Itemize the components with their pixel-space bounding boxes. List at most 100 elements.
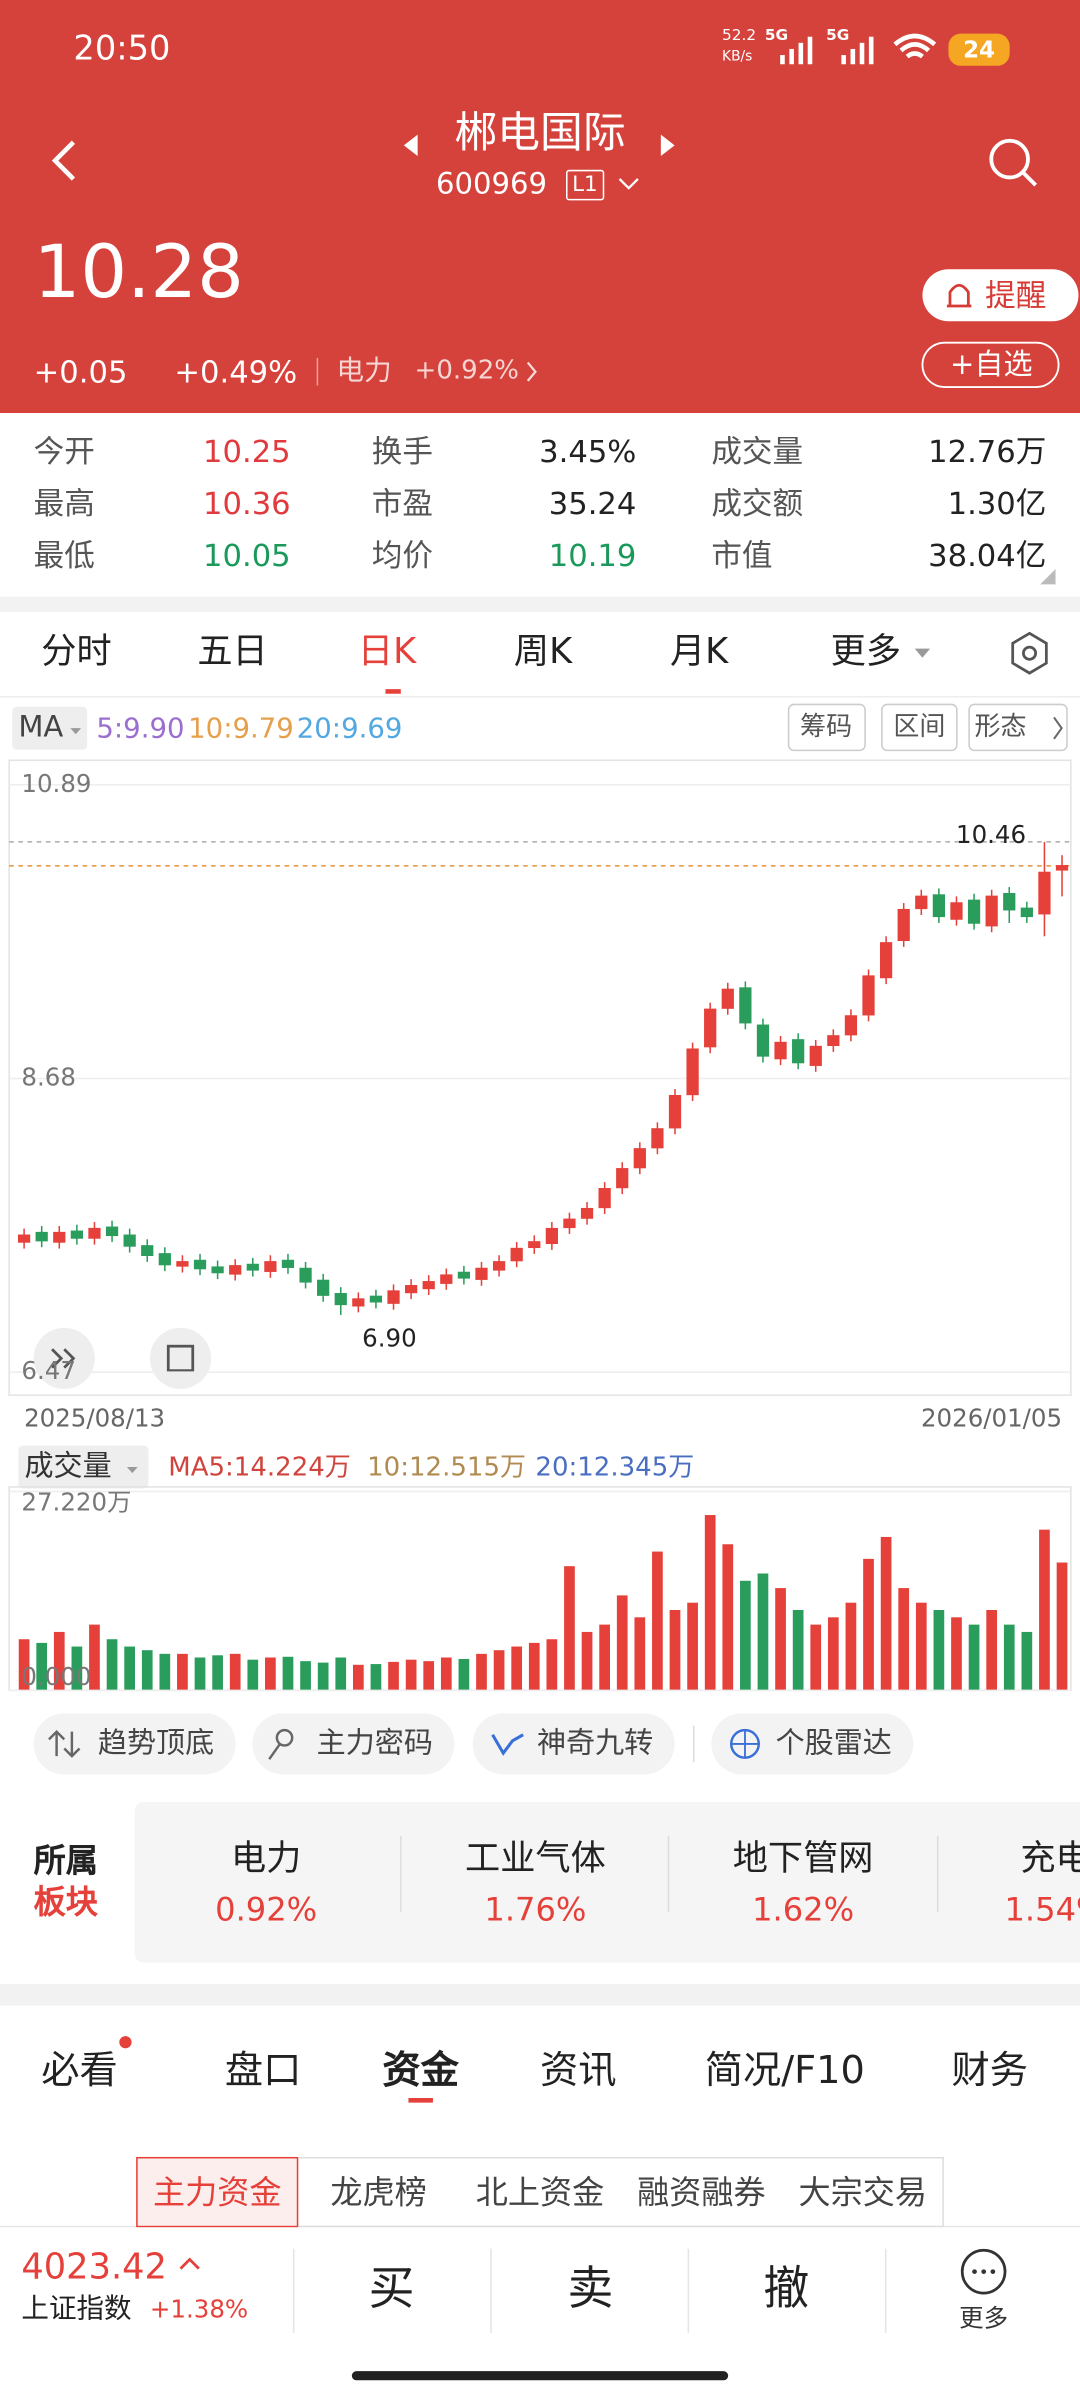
candle-body xyxy=(510,1247,523,1262)
content-tab[interactable]: 财务 xyxy=(951,2047,1029,2092)
stat-label: 均价 xyxy=(371,536,433,574)
sub-tab[interactable]: 龙虎榜 xyxy=(330,2174,427,2212)
content-tab[interactable]: 资讯 xyxy=(539,2047,617,2092)
collapse-button[interactable] xyxy=(33,1327,95,1390)
chart-tab[interactable]: 周K xyxy=(513,632,573,673)
chart-tab[interactable]: 更多 xyxy=(830,632,902,673)
volume-bar xyxy=(687,1602,698,1691)
volume-selector[interactable] xyxy=(18,1445,149,1489)
sector-name[interactable]: 电力 xyxy=(230,1839,302,1880)
stock-code: 600969 xyxy=(435,167,547,202)
sub-tab[interactable]: 大宗交易 xyxy=(798,2174,928,2212)
candle-body xyxy=(246,1263,259,1271)
tool-label[interactable]: 趋势顶底 xyxy=(97,1726,215,1760)
key-icon xyxy=(275,1728,294,1747)
chart-tool[interactable]: 形态 xyxy=(974,712,1027,743)
tool-button[interactable] xyxy=(881,703,958,752)
sector-name[interactable]: 工业气体 xyxy=(465,1839,606,1880)
candle-body xyxy=(862,975,875,1016)
volume-bar xyxy=(599,1624,610,1691)
candle-body xyxy=(299,1267,312,1283)
stat-value: 10.36 xyxy=(203,484,291,522)
candle-body xyxy=(580,1207,594,1219)
content-tab[interactable]: 必看 xyxy=(41,2047,118,2092)
sector-name[interactable]: 充电 xyxy=(1020,1839,1080,1880)
content-tab[interactable]: 盘口 xyxy=(224,2047,302,2092)
chart-tab[interactable]: 五日 xyxy=(197,632,268,673)
sub-tab[interactable]: 主力资金 xyxy=(152,2174,282,2212)
tool-label[interactable]: 主力密码 xyxy=(316,1726,433,1760)
fullscreen-button[interactable] xyxy=(149,1327,212,1390)
candle-body xyxy=(774,1041,787,1060)
sub-tab[interactable]: 北上资金 xyxy=(475,2174,605,2212)
chart-tool[interactable]: 区间 xyxy=(893,712,946,743)
stat-value: 3.45% xyxy=(539,432,637,470)
sub-tab[interactable]: 融资融券 xyxy=(637,2174,766,2212)
cancel-button[interactable]: 撤 xyxy=(763,2262,810,2317)
sub-tab-active[interactable] xyxy=(136,2156,299,2228)
watchlist-pill[interactable] xyxy=(921,341,1060,388)
min-label: 6.90 xyxy=(362,1324,416,1353)
watchlist-button[interactable]: +自选 xyxy=(950,348,1033,382)
ma-label[interactable]: MA xyxy=(18,710,64,745)
candle-body xyxy=(967,899,981,924)
tool-label[interactable]: 神奇九转 xyxy=(536,1726,654,1760)
candle-body xyxy=(844,1015,858,1036)
tool-pill[interactable] xyxy=(472,1713,675,1775)
candle-body xyxy=(704,1008,717,1048)
separator xyxy=(0,596,1080,612)
tool-pill[interactable] xyxy=(252,1713,455,1775)
content-tab[interactable]: 资金 xyxy=(382,2047,459,2092)
chart-tab[interactable]: 分时 xyxy=(41,632,112,673)
candle-body xyxy=(193,1259,207,1270)
sell-button[interactable]: 卖 xyxy=(567,2262,614,2317)
volume-bar xyxy=(528,1642,540,1691)
y-tick-label: 0.000 xyxy=(21,1662,91,1691)
signal-label: 5G xyxy=(826,27,850,45)
sector-name[interactable]: 地下管网 xyxy=(732,1839,874,1880)
volume-bar xyxy=(915,1602,927,1691)
chart-tab[interactable]: 日K xyxy=(357,632,417,673)
search-button[interactable] xyxy=(989,138,1030,180)
tool-label[interactable]: 个股雷达 xyxy=(775,1726,892,1760)
alert-pill[interactable] xyxy=(922,269,1079,322)
volume-bar xyxy=(933,1610,945,1691)
sub-tab-group xyxy=(298,2156,944,2228)
candle-body xyxy=(651,1128,664,1149)
sector-change: 1.54% xyxy=(1004,1891,1080,1929)
status-time: 20:50 xyxy=(73,30,171,69)
tool-pill[interactable] xyxy=(33,1713,236,1775)
signal-label: 5G xyxy=(764,27,789,45)
tool-button[interactable] xyxy=(787,703,866,752)
chart-tab[interactable]: 月K xyxy=(669,632,729,673)
candle-body xyxy=(176,1261,189,1267)
search-button[interactable] xyxy=(1022,171,1037,187)
sector-change: 1.62% xyxy=(752,1891,855,1929)
volume-bar xyxy=(335,1657,347,1691)
candle-body xyxy=(35,1231,48,1242)
index-value[interactable]: 4023.42 xyxy=(21,2247,167,2288)
volume-bar xyxy=(757,1573,769,1691)
volume-title[interactable]: 成交量 xyxy=(24,1449,112,1484)
buy-button[interactable]: 买 xyxy=(368,2262,415,2317)
more-button[interactable]: 更多 xyxy=(959,2303,1009,2333)
back-button[interactable] xyxy=(51,140,76,181)
candle-body xyxy=(528,1241,541,1249)
volume-bar xyxy=(71,1646,83,1691)
tool-button[interactable] xyxy=(968,703,1068,752)
content-tab[interactable]: 简况/F10 xyxy=(704,2047,865,2092)
more-icon[interactable] xyxy=(960,2248,1007,2295)
fullscreen-icon xyxy=(166,1344,195,1373)
sector-title: 所属 xyxy=(33,1842,98,1880)
volume-bar xyxy=(951,1617,962,1691)
index-name: 上证指数 xyxy=(21,2293,132,2326)
volume-bar xyxy=(352,1664,364,1691)
settings-button[interactable] xyxy=(1011,631,1048,675)
dropdown[interactable] xyxy=(618,178,639,190)
volume-bar xyxy=(106,1639,118,1691)
stat-label: 成交额 xyxy=(711,484,804,522)
y-tick-label: 27.220万 xyxy=(21,1488,131,1517)
chart-tool[interactable]: 筹码 xyxy=(800,712,853,743)
alert-button[interactable]: 提醒 xyxy=(985,276,1047,314)
candle-body xyxy=(932,894,946,918)
